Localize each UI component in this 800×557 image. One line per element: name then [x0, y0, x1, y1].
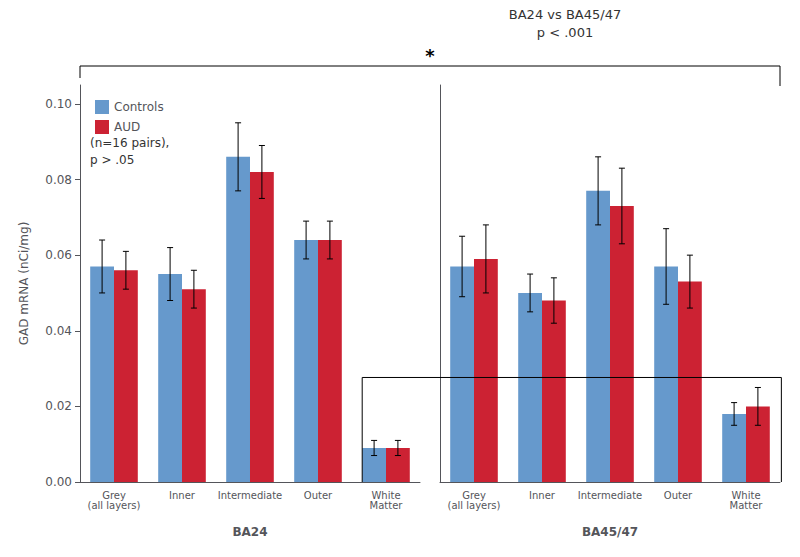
- svg-text:White: White: [371, 489, 401, 501]
- svg-text:0.06: 0.06: [45, 248, 72, 262]
- svg-text:AUD: AUD: [114, 120, 140, 134]
- svg-text:p < .001: p < .001: [537, 25, 593, 40]
- svg-text:Controls: Controls: [114, 100, 164, 114]
- svg-text:0.10: 0.10: [45, 97, 72, 111]
- svg-text:p > .05: p > .05: [90, 153, 134, 167]
- svg-text:0.04: 0.04: [45, 324, 72, 338]
- svg-text:GAD mRNA (nCi/mg): GAD mRNA (nCi/mg): [17, 222, 31, 346]
- svg-text:0.08: 0.08: [45, 173, 72, 187]
- svg-text:BA45/47: BA45/47: [582, 525, 638, 539]
- svg-text:(all layers): (all layers): [448, 500, 501, 511]
- svg-text:Grey: Grey: [462, 489, 486, 501]
- svg-text:Inner: Inner: [169, 490, 196, 501]
- svg-text:*: *: [425, 45, 435, 66]
- svg-text:Matter: Matter: [370, 500, 404, 511]
- svg-text:White: White: [731, 489, 761, 501]
- svg-text:Intermediate: Intermediate: [578, 490, 643, 501]
- svg-text:0.02: 0.02: [45, 399, 72, 413]
- svg-text:0.00: 0.00: [45, 475, 72, 489]
- svg-text:Inner: Inner: [529, 490, 556, 501]
- svg-text:BA24: BA24: [232, 525, 267, 539]
- svg-text:BA24 vs BA45/47: BA24 vs BA45/47: [509, 7, 621, 22]
- svg-text:(n=16 pairs),: (n=16 pairs),: [90, 136, 169, 150]
- svg-text:Matter: Matter: [730, 500, 764, 511]
- svg-text:Outer: Outer: [664, 490, 693, 501]
- svg-text:Grey: Grey: [102, 489, 126, 501]
- svg-text:Intermediate: Intermediate: [218, 490, 283, 501]
- svg-text:Outer: Outer: [304, 490, 333, 501]
- svg-text:(all layers): (all layers): [88, 500, 141, 511]
